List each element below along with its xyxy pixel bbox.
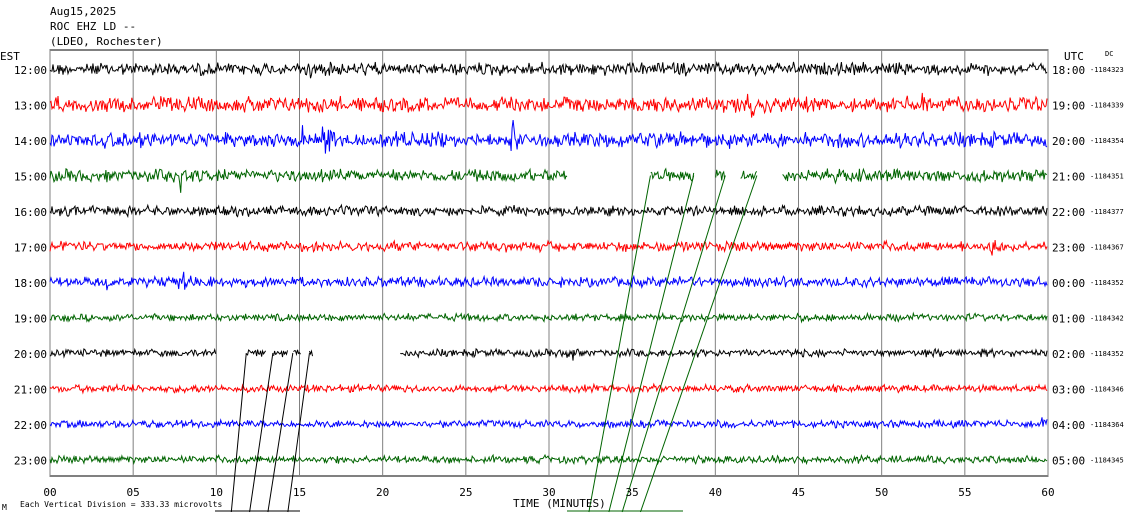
utc-time-label: 05:00 (1052, 455, 1085, 468)
trace-red (49, 382, 1048, 395)
utc-time-label: 03:00 (1052, 384, 1085, 397)
x-tick-label: 00 (43, 486, 56, 499)
x-tick-label: 15 (293, 486, 306, 499)
trace-green (49, 311, 1048, 324)
x-tick-label: 30 (542, 486, 555, 499)
trace-black (49, 203, 1048, 219)
row-labels: 12:00 18:00 -1184323 13:00 19:00 -1184339 14:0… (14, 64, 1124, 468)
est-time-label: 18:00 (14, 277, 47, 290)
x-tick-label: 10 (210, 486, 223, 499)
est-time-label: 17:00 (14, 242, 47, 255)
est-time-label: 12:00 (14, 64, 47, 77)
x-tick-labels: 00 05 10 15 20 25 30 35 40 45 50 55 60 (43, 486, 1054, 499)
trace-rows (49, 61, 1048, 466)
connector-line (608, 175, 695, 513)
utc-time-label: 01:00 (1052, 313, 1085, 326)
connector-line (230, 352, 247, 513)
dc-offset-label: -1184377 (1090, 208, 1124, 216)
trace-red (49, 239, 1048, 256)
left-axis-label: EST (0, 50, 20, 63)
trace-blue (49, 271, 1048, 291)
x-tick-label: 55 (958, 486, 971, 499)
trace-black (49, 347, 1048, 361)
trace-green (49, 453, 1048, 466)
dc-offset-label: -1184342 (1090, 315, 1124, 323)
est-time-label: 21:00 (14, 384, 47, 397)
x-axis-title: TIME (MINUTES) (513, 497, 606, 510)
right-axis-label: UTC (1064, 50, 1084, 63)
x-tick-label: 45 (792, 486, 805, 499)
est-time-label: 19:00 (14, 313, 47, 326)
utc-time-label: 23:00 (1052, 242, 1085, 255)
trace-blue (49, 417, 1048, 430)
utc-time-label: 02:00 (1052, 348, 1085, 361)
dc-offset-label: -1184346 (1090, 386, 1124, 394)
est-time-label: 22:00 (14, 419, 47, 432)
dc-offset-label: -1184345 (1090, 457, 1124, 465)
dc-offset-label: -1184351 (1090, 173, 1124, 181)
trace-red (49, 92, 1048, 118)
dc-offset-label: -1184339 (1090, 102, 1124, 110)
x-tick-label: 35 (626, 486, 639, 499)
x-tick-label: 20 (376, 486, 389, 499)
dc-offset-label: -1184354 (1090, 137, 1124, 145)
trace-black (49, 61, 1048, 79)
connector-line (640, 175, 758, 513)
dc-offset-label: -1184352 (1090, 279, 1124, 287)
x-tick-label: 60 (1041, 486, 1054, 499)
trace-blue (49, 120, 1048, 154)
est-time-label: 15:00 (14, 171, 47, 184)
x-tick-label: 50 (875, 486, 888, 499)
est-time-label: 13:00 (14, 100, 47, 113)
utc-time-label: 00:00 (1052, 277, 1085, 290)
dc-offset-label: -1184323 (1090, 66, 1124, 74)
est-time-label: 16:00 (14, 206, 47, 219)
connector-line (588, 175, 651, 513)
utc-time-label: 18:00 (1052, 64, 1085, 77)
dc-offset-label: -1184352 (1090, 350, 1124, 358)
dc-offset-label: -1184364 (1090, 421, 1124, 429)
x-tick-label: 25 (459, 486, 472, 499)
x-tick-label: 40 (709, 486, 722, 499)
connector-line (287, 352, 310, 513)
header-station: ROC EHZ LD -- (50, 20, 136, 33)
est-time-label: 20:00 (14, 348, 47, 361)
dc-offset-label: -1184367 (1090, 244, 1124, 252)
utc-time-label: 21:00 (1052, 171, 1085, 184)
corner-mark: M (2, 503, 7, 512)
header-network: (LDEO, Rochester) (50, 35, 163, 48)
connector-line (621, 175, 726, 513)
est-time-label: 23:00 (14, 455, 47, 468)
x-tick-label: 05 (127, 486, 140, 499)
scale-note: Each Vertical Division = 333.33 microvol… (20, 500, 222, 509)
dc-label: DC (1105, 50, 1113, 58)
header-date: Aug15,2025 (50, 5, 116, 18)
trace-green (49, 167, 1048, 193)
connector-line (267, 352, 294, 513)
utc-time-label: 20:00 (1052, 135, 1085, 148)
utc-time-label: 04:00 (1052, 419, 1085, 432)
connector-lines (230, 175, 758, 513)
connector-line (249, 352, 274, 513)
grid-lines (49, 50, 1049, 476)
utc-time-label: 19:00 (1052, 100, 1085, 113)
utc-time-label: 22:00 (1052, 206, 1085, 219)
est-time-label: 14:00 (14, 135, 47, 148)
